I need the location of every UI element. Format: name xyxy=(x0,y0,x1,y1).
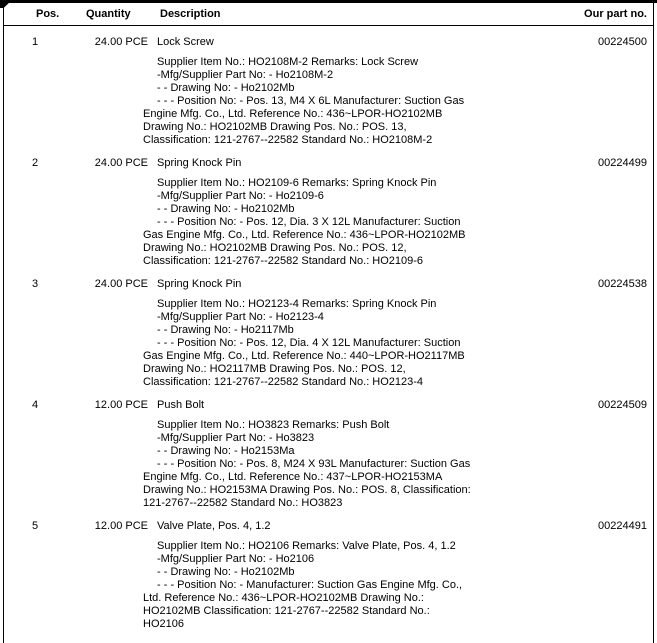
item-detail-line: - - - Position No: - Pos. 12, Dia. 4 X 1… xyxy=(143,337,465,388)
table-row: 2 24.00 PCE Spring Knock Pin Supplier It… xyxy=(4,147,653,268)
item-detail-line: Supplier Item No.: HO2109-6 Remarks: Spr… xyxy=(157,177,437,189)
item-detail-line: -Mfg/Supplier Part No: - Ho2109-6 xyxy=(157,190,324,202)
item-detail-line: - - Drawing No: - Ho2117Mb xyxy=(157,324,294,336)
row-description: Valve Plate, Pos. 4, 1.2 Supplier Item N… xyxy=(143,520,473,631)
table-row: 5 12.00 PCE Valve Plate, Pos. 4, 1.2 Sup… xyxy=(4,510,653,631)
row-pos-number: 4 xyxy=(32,399,39,411)
row-pos-number: 1 xyxy=(32,36,39,48)
item-detail-line: -Mfg/Supplier Part No: - Ho3823 xyxy=(157,432,315,444)
item-title: Lock Screw xyxy=(157,36,214,48)
item-detail-line: -Mfg/Supplier Part No: - Ho2108M-2 xyxy=(157,69,334,81)
item-detail-line: -Mfg/Supplier Part No: - Ho2123-4 xyxy=(157,311,324,323)
item-detail-line: - - - Position No: - Manufacturer: Sucti… xyxy=(143,579,463,630)
row-quantity: 12.00 PCE xyxy=(94,520,148,532)
row-part-number: 00224491 xyxy=(598,520,647,532)
row-quantity: 12.00 PCE xyxy=(94,399,148,411)
row-part-number: 00224538 xyxy=(598,278,647,290)
item-detail-block: Supplier Item No.: HO2109-6 Remarks: Spr… xyxy=(143,177,473,268)
row-description: Spring Knock Pin Supplier Item No.: HO21… xyxy=(143,157,473,268)
row-description: Lock Screw Supplier Item No.: HO2108M-2 … xyxy=(143,36,473,147)
item-detail-block: Supplier Item No.: HO2123-4 Remarks: Spr… xyxy=(143,298,473,389)
item-detail-block: Supplier Item No.: HO2108M-2 Remarks: Lo… xyxy=(143,56,473,147)
row-part-number: 00224500 xyxy=(598,36,647,48)
row-pos-number: 2 xyxy=(32,157,39,169)
item-title: Spring Knock Pin xyxy=(157,278,242,290)
table-row: 1 24.00 PCE Lock Screw Supplier Item No.… xyxy=(4,26,653,147)
row-description: Spring Knock Pin Supplier Item No.: HO21… xyxy=(143,278,473,389)
table-header-row: Pos. Quantity Description Our part no. xyxy=(4,3,653,26)
item-detail-line: Supplier Item No.: HO2108M-2 Remarks: Lo… xyxy=(157,56,419,68)
item-detail-line: - - - Position No: - Pos. 8, M24 X 93L M… xyxy=(143,458,471,509)
item-detail-line: - - Drawing No: - Ho2102Mb xyxy=(157,566,295,578)
item-detail-line: Supplier Item No.: HO2123-4 Remarks: Spr… xyxy=(157,298,437,310)
item-detail-line: -Mfg/Supplier Part No: - Ho2106 xyxy=(157,553,315,565)
item-detail-line: - - - Position No: - Pos. 13, M4 X 6L Ma… xyxy=(143,95,465,146)
page-top-border xyxy=(0,0,657,3)
row-part-number: 00224499 xyxy=(598,157,647,169)
column-header-quantity: Quantity xyxy=(86,8,131,20)
table-row: 4 12.00 PCE Push Bolt Supplier Item No.:… xyxy=(4,389,653,510)
column-header-part-no: Our part no. xyxy=(584,8,647,20)
table-row: 3 24.00 PCE Spring Knock Pin Supplier It… xyxy=(4,268,653,389)
parts-list-page: Pos. Quantity Description Our part no. 1… xyxy=(3,0,654,643)
row-pos-number: 3 xyxy=(32,278,39,290)
item-detail-line: - - Drawing No: - Ho2102Mb xyxy=(157,82,295,94)
row-description: Push Bolt Supplier Item No.: HO3823 Rema… xyxy=(143,399,473,510)
column-header-pos: Pos. xyxy=(36,8,60,20)
row-quantity: 24.00 PCE xyxy=(94,36,148,48)
item-detail-line: - - - Position No: - Pos. 12, Dia. 3 X 1… xyxy=(143,216,466,267)
row-quantity: 24.00 PCE xyxy=(94,157,148,169)
item-detail-block: Supplier Item No.: HO3823 Remarks: Push … xyxy=(143,419,473,510)
row-pos-number: 5 xyxy=(32,520,39,532)
item-detail-line: - - Drawing No: - Ho2102Mb xyxy=(157,203,295,215)
item-detail-line: Supplier Item No.: HO3823 Remarks: Push … xyxy=(157,419,390,431)
column-header-description: Description xyxy=(160,8,221,20)
item-detail-block: Supplier Item No.: HO2106 Remarks: Valve… xyxy=(143,540,473,631)
item-title: Spring Knock Pin xyxy=(157,157,242,169)
row-part-number: 00224509 xyxy=(598,399,647,411)
item-detail-line: - - Drawing No: - Ho2153Ma xyxy=(157,445,295,457)
row-quantity: 24.00 PCE xyxy=(94,278,148,290)
scan-corner-artifact xyxy=(0,0,12,8)
table-body: 1 24.00 PCE Lock Screw Supplier Item No.… xyxy=(4,26,653,631)
item-title: Push Bolt xyxy=(157,399,205,411)
item-title: Valve Plate, Pos. 4, 1.2 xyxy=(157,520,271,532)
item-detail-line: Supplier Item No.: HO2106 Remarks: Valve… xyxy=(157,540,456,552)
